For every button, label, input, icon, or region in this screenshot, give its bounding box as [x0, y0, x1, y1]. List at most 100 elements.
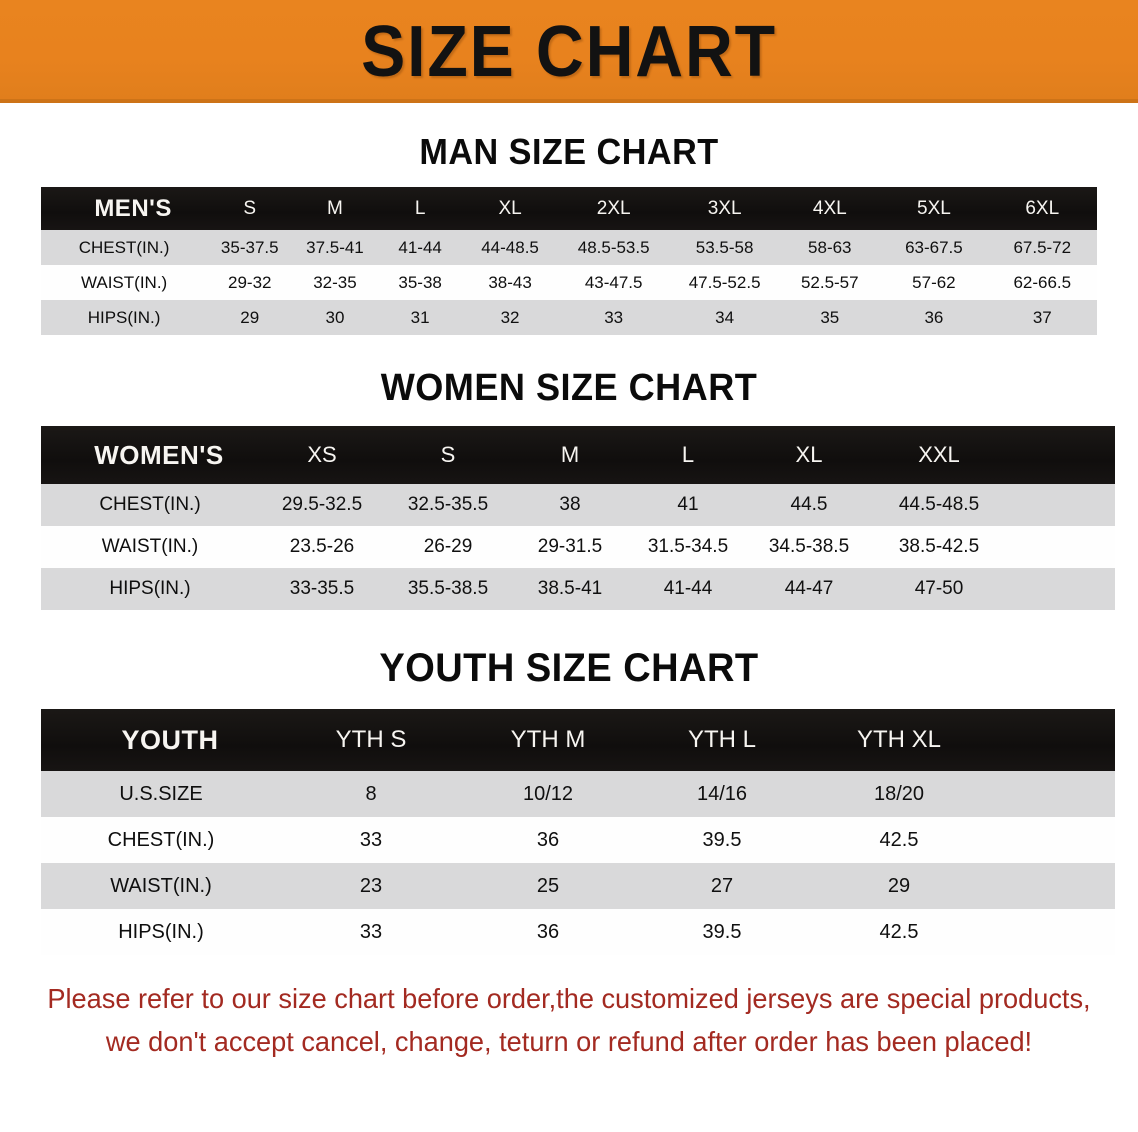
- man-cell-2-1: 30: [325, 307, 345, 327]
- women-size-chart: WOMEN'S XS S M L XL XXL CHEST(IN.) 29.5-…: [41, 426, 1115, 610]
- table-row: U.S.SIZE 8 10/12 14/16 18/20: [41, 771, 1115, 817]
- table-header-row: YOUTH YTH S YTH M YTH L YTH XL: [41, 709, 1115, 771]
- youth-table-body: U.S.SIZE 8 10/12 14/16 18/20 CHEST(IN.) …: [41, 771, 1115, 955]
- man-cell-0-5: 53.5-58: [695, 237, 754, 257]
- women-corner-label: WOMEN'S: [94, 439, 224, 470]
- youth-cell-2-0: 23: [359, 874, 383, 897]
- man-cell-0-3: 44-48.5: [481, 237, 539, 257]
- women-cell-1-5: 38.5-42.5: [898, 536, 980, 557]
- women-row-label-1: WAIST(IN.): [101, 536, 199, 557]
- youth-col-header-3: YTH XL: [856, 726, 942, 753]
- man-cell-1-8: 62-66.5: [1013, 272, 1072, 292]
- women-cell-2-5: 47-50: [914, 578, 964, 599]
- youth-col-header-4: [989, 709, 1115, 771]
- women-cell-1-6: [1007, 526, 1115, 568]
- section-title-youth: YOUTH SIZE CHART: [379, 646, 759, 690]
- women-row-label-0: CHEST(IN.): [99, 494, 201, 515]
- man-col-header-1: M: [327, 197, 343, 219]
- women-cell-0-4: 44.5: [790, 494, 828, 515]
- youth-cell-0-2: 14/16: [696, 782, 748, 805]
- youth-cell-1-2: 39.5: [702, 828, 742, 851]
- table-row: HIPS(IN.) 29 30 31 32 33 34 35 36 37: [41, 300, 1097, 335]
- table-row: WAIST(IN.) 29-32 32-35 35-38 38-43 43-47…: [41, 265, 1097, 300]
- man-cell-1-4: 43-47.5: [584, 272, 643, 292]
- man-size-table: MEN'S S M L XL 2XL 3XL 4XL 5XL 6XL CHEST…: [41, 187, 1097, 335]
- man-cell-2-4: 33: [604, 307, 624, 327]
- table-row: CHEST(IN.) 29.5-32.5 32.5-35.5 38 41 44.…: [41, 484, 1115, 526]
- man-cell-2-0: 29: [240, 307, 260, 327]
- man-col-header-0: S: [243, 197, 257, 219]
- women-cell-1-0: 23.5-26: [289, 536, 355, 557]
- women-cell-0-5: 44.5-48.5: [898, 494, 980, 515]
- disclaimer-line-1: Please refer to our size chart before or…: [47, 983, 1091, 1014]
- women-table-body: CHEST(IN.) 29.5-32.5 32.5-35.5 38 41 44.…: [41, 484, 1115, 610]
- man-cell-1-7: 57-62: [912, 272, 956, 292]
- table-row: WAIST(IN.) 23 25 27 29: [41, 863, 1115, 909]
- women-col-header-4: XL: [795, 442, 823, 467]
- youth-cell-0-3: 18/20: [873, 782, 925, 805]
- man-cell-2-3: 32: [500, 307, 520, 327]
- man-col-header-2: L: [414, 197, 426, 219]
- youth-cell-0-0: 8: [365, 782, 377, 805]
- man-row-label-1: WAIST(IN.): [80, 272, 168, 292]
- youth-cell-3-0: 33: [359, 920, 383, 943]
- man-cell-0-0: 35-37.5: [220, 237, 279, 257]
- page-title: SIZE CHART: [361, 11, 777, 92]
- women-cell-2-4: 44-47: [784, 578, 834, 599]
- table-row: CHEST(IN.) 33 36 39.5 42.5: [41, 817, 1115, 863]
- man-cell-0-4: 48.5-53.5: [577, 237, 650, 257]
- women-col-header-1: S: [440, 442, 456, 467]
- women-col-header-5: XXL: [918, 442, 960, 467]
- youth-col-header-1: YTH M: [510, 726, 586, 753]
- youth-cell-1-0: 33: [359, 828, 383, 851]
- women-row-label-2: HIPS(IN.): [109, 578, 191, 599]
- women-col-header-6: [1007, 426, 1115, 484]
- disclaimer-line-2: we don't accept cancel, change, teturn o…: [105, 1026, 1033, 1058]
- man-cell-1-3: 38-43: [488, 272, 532, 292]
- table-header-row: MEN'S S M L XL 2XL 3XL 4XL 5XL 6XL: [41, 187, 1097, 230]
- women-cell-1-3: 31.5-34.5: [647, 536, 729, 557]
- women-cell-0-0: 29.5-32.5: [281, 494, 363, 515]
- youth-size-table: YOUTH YTH S YTH M YTH L YTH XL U.S.SIZE …: [41, 709, 1115, 955]
- youth-cell-3-3: 42.5: [879, 920, 919, 943]
- youth-cell-3-1: 36: [536, 920, 560, 943]
- women-cell-1-1: 26-29: [423, 536, 473, 557]
- youth-row-label-1: CHEST(IN.): [107, 828, 215, 851]
- youth-table-head: YOUTH YTH S YTH M YTH L YTH XL: [41, 709, 1115, 771]
- section-title-women: WOMEN SIZE CHART: [380, 367, 758, 409]
- youth-cell-0-1: 10/12: [522, 782, 574, 805]
- youth-corner-label: YOUTH: [121, 724, 219, 755]
- man-cell-1-0: 29-32: [228, 272, 272, 292]
- man-row-label-2: HIPS(IN.): [87, 307, 161, 327]
- youth-size-chart: YOUTH YTH S YTH M YTH L YTH XL U.S.SIZE …: [41, 709, 1115, 955]
- page-banner: SIZE CHART: [0, 0, 1138, 103]
- women-cell-0-1: 32.5-35.5: [407, 494, 489, 515]
- man-col-header-6: 4XL: [812, 197, 847, 219]
- women-cell-0-2: 38: [559, 494, 581, 515]
- man-col-header-3: XL: [498, 197, 522, 219]
- table-row: HIPS(IN.) 33-35.5 35.5-38.5 38.5-41 41-4…: [41, 568, 1115, 610]
- women-cell-0-6: [1007, 484, 1115, 526]
- man-cell-1-1: 32-35: [313, 272, 357, 292]
- women-col-header-3: L: [681, 442, 695, 467]
- youth-cell-2-2: 27: [710, 874, 734, 897]
- youth-cell-3-2: 39.5: [702, 920, 742, 943]
- women-cell-1-4: 34.5-38.5: [768, 536, 850, 557]
- table-row: HIPS(IN.) 33 36 39.5 42.5: [41, 909, 1115, 955]
- man-cell-2-5: 34: [715, 307, 735, 327]
- women-cell-1-2: 29-31.5: [537, 536, 603, 557]
- women-cell-2-3: 41-44: [663, 578, 713, 599]
- man-col-header-7: 5XL: [917, 197, 951, 219]
- youth-cell-2-3: 29: [887, 874, 911, 897]
- women-table-head: WOMEN'S XS S M L XL XXL: [41, 426, 1115, 484]
- man-cell-2-6: 35: [820, 307, 840, 327]
- women-cell-2-1: 35.5-38.5: [407, 578, 489, 599]
- table-row: CHEST(IN.) 35-37.5 37.5-41 41-44 44-48.5…: [41, 230, 1097, 265]
- man-col-header-4: 2XL: [596, 197, 631, 219]
- man-col-header-5: 3XL: [707, 197, 742, 219]
- women-col-header-2: M: [560, 442, 580, 467]
- man-corner-label: MEN'S: [94, 194, 172, 222]
- women-size-table: WOMEN'S XS S M L XL XXL CHEST(IN.) 29.5-…: [41, 426, 1115, 610]
- youth-cell-1-3: 42.5: [879, 828, 919, 851]
- youth-row-label-3: HIPS(IN.): [118, 920, 204, 943]
